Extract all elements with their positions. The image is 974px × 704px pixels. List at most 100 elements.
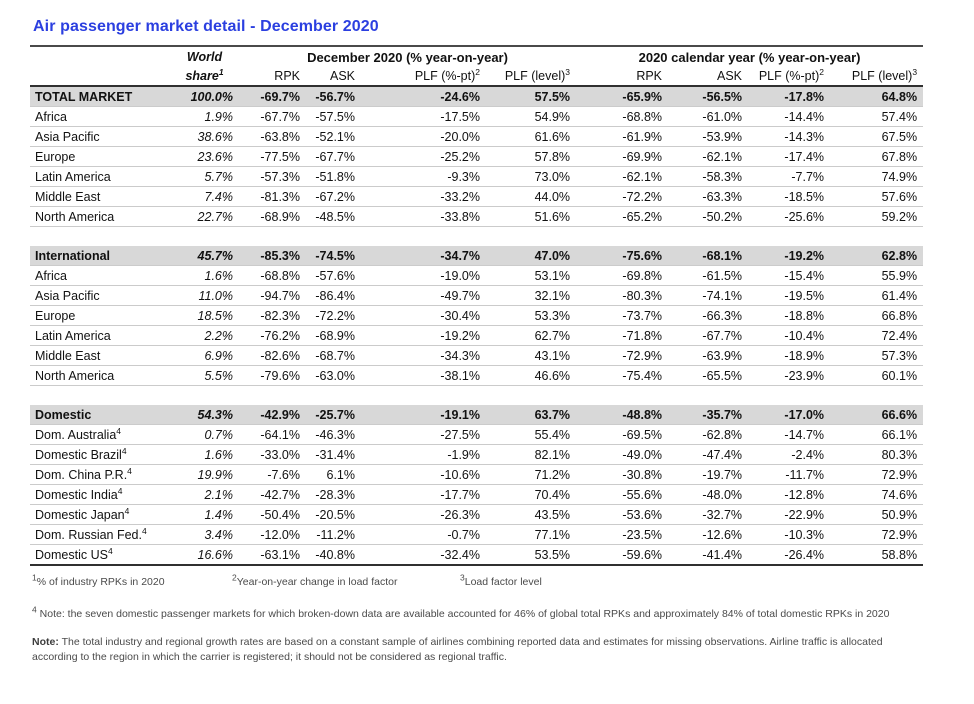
value-cell: -56.5% [668,86,749,107]
value-cell: -52.1% [306,126,361,147]
value-cell: -68.1% [668,246,749,266]
note-text: The total industry and regional growth r… [32,636,883,663]
value-cell: -67.2% [306,186,361,207]
value-cell: 61.6% [486,126,577,147]
value-cell: -17.7% [361,484,486,505]
value-cell: -72.2% [306,305,361,326]
value-cell: 82.1% [486,444,577,465]
table-row: Asia Pacific 11.0% -94.7% -86.4% -49.7% 32.1%… [30,285,924,306]
value-cell: -62.1% [576,166,669,187]
value-cell: -48.5% [306,206,361,227]
value-cell: -49.7% [361,285,486,306]
value-cell: -48.8% [576,405,669,425]
dec-rpk-header: RPK [239,67,306,87]
value-cell: -61.0% [668,106,749,127]
table-row: Dom. Russian Fed.4 3.4% -12.0% -11.2% -0.7% 7… [30,524,924,545]
table-row: Domestic US4 16.6% -63.1% -40.8% -32.4% 53.5%… [30,544,924,566]
value-cell: -20.5% [306,504,361,525]
value-cell: 64.8% [830,86,924,107]
value-cell: -53.9% [668,126,749,147]
value-cell: -67.7% [239,106,306,127]
world-share-value: 22.7% [170,206,239,227]
value-cell: -0.7% [361,524,486,545]
value-cell: -74.1% [668,285,749,306]
value-cell: -62.8% [668,424,749,445]
value-cell: 60.1% [830,365,924,386]
value-cell: 50.9% [830,504,924,525]
value-cell: -7.6% [239,464,306,485]
footnote-marker: 4 [127,465,132,476]
value-cell: 74.9% [830,166,924,187]
world-share-label: share [185,69,219,83]
value-cell: -86.4% [306,285,361,306]
region-label: Dom. Australia4 [30,424,170,445]
value-cell: -79.6% [239,365,306,386]
value-cell: -62.1% [668,146,749,167]
value-cell: -9.3% [361,166,486,187]
world-share-value: 19.9% [170,464,239,485]
table-row: Africa 1.9% -67.7% -57.5% -17.5% 54.9% -68.8% -… [30,106,924,127]
value-cell: -27.5% [361,424,486,445]
value-cell: -74.5% [306,246,361,266]
value-cell: -30.4% [361,305,486,326]
table-row: Middle East 7.4% -81.3% -67.2% -33.2% 44.0% -7… [30,186,924,207]
value-cell: -25.7% [306,405,361,425]
world-share-value: 16.6% [170,544,239,566]
value-cell: -69.8% [576,265,669,286]
table-row: Domestic Brazil4 1.6% -33.0% -31.4% -1.9% 82.… [30,444,924,465]
value-cell: -14.7% [748,424,831,445]
value-cell: -63.9% [668,345,749,366]
value-cell: 55.9% [830,265,924,286]
section-header-row: International 45.7% -85.3% -74.5% -34.7% 47.0… [30,246,924,266]
table-row: Domestic India4 2.1% -42.7% -28.3% -17.7% 70.… [30,484,924,505]
value-cell: -11.7% [748,464,831,485]
value-cell: -58.3% [668,166,749,187]
value-cell: -67.7% [306,146,361,167]
value-cell: -17.0% [748,405,831,425]
value-cell: -73.7% [576,305,669,326]
value-cell: -26.4% [748,544,831,566]
value-cell: -17.8% [748,86,831,107]
cy-ask-header: ASK [668,67,749,87]
section-header-row: TOTAL MARKET 100.0% -69.7% -56.7% -24.6% 57.5… [30,86,924,107]
value-cell: -65.9% [576,86,669,107]
value-cell: -15.4% [748,265,831,286]
value-cell: -2.4% [748,444,831,465]
table-row: Dom. Australia4 0.7% -64.1% -46.3% -27.5% 55.… [30,424,924,445]
value-cell: 57.3% [830,345,924,366]
section-gap [30,226,924,246]
value-cell: -23.5% [576,524,669,545]
value-cell: -65.2% [576,206,669,227]
value-cell: -42.9% [239,405,306,425]
value-cell: 53.5% [486,544,577,566]
empty-header-cell [30,67,170,87]
world-share-value: 5.7% [170,166,239,187]
table-row: Africa 1.6% -68.8% -57.6% -19.0% 53.1% -69.8% -… [30,265,924,286]
value-cell: -80.3% [576,285,669,306]
region-label: Middle East [30,345,170,366]
value-cell: -68.7% [306,345,361,366]
calendar-year-group-header: 2020 calendar year (% year-on-year) [576,45,924,67]
value-cell: 57.8% [486,146,577,167]
value-cell: 73.0% [486,166,577,187]
region-label: Dom. Russian Fed.4 [30,524,170,545]
region-label: Europe [30,305,170,326]
table-row: Middle East 6.9% -82.6% -68.7% -34.3% 43.1% -7… [30,345,924,366]
world-share-value: 11.0% [170,285,239,306]
value-cell: -10.6% [361,464,486,485]
value-cell: -69.9% [576,146,669,167]
value-cell: -68.9% [239,206,306,227]
region-label: Middle East [30,186,170,207]
region-label: Latin America [30,325,170,346]
note-label: Note: [32,636,59,649]
value-cell: -32.4% [361,544,486,566]
value-cell: -64.1% [239,424,306,445]
value-cell: -19.1% [361,405,486,425]
world-share-value: 1.6% [170,265,239,286]
footnote-2: 2Year-on-year change in load factor [232,572,398,588]
value-cell: 70.4% [486,484,577,505]
value-cell: 32.1% [486,285,577,306]
footnotes-row: 1% of industry RPKs in 2020 2Year-on-yea… [32,572,925,591]
value-cell: -76.2% [239,325,306,346]
value-cell: -72.2% [576,186,669,207]
